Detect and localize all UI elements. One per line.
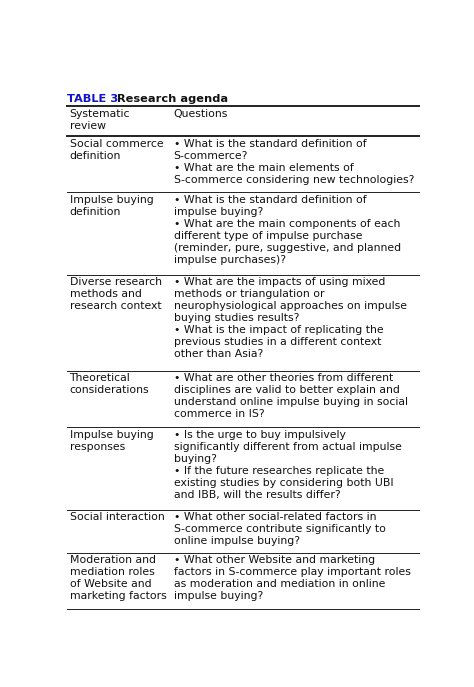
Text: Systematic
review: Systematic review <box>70 109 130 131</box>
Text: Social commerce
definition: Social commerce definition <box>70 139 163 161</box>
Text: Moderation and
mediation roles
of Website and
marketing factors: Moderation and mediation roles of Websit… <box>70 555 166 601</box>
Text: Impulse buying
definition: Impulse buying definition <box>70 194 153 217</box>
Text: • Is the urge to buy impulsively
significantly different from actual impulse
buy: • Is the urge to buy impulsively signifi… <box>173 429 401 499</box>
Text: Theoretical
considerations: Theoretical considerations <box>70 374 149 396</box>
Text: Impulse buying
responses: Impulse buying responses <box>70 429 153 451</box>
Text: • What is the standard definition of
S-commerce?
• What are the main elements of: • What is the standard definition of S-c… <box>173 139 414 185</box>
Text: Diverse research
methods and
research context: Diverse research methods and research co… <box>70 278 162 311</box>
Text: • What are other theories from different
disciplines are valid to better explain: • What are other theories from different… <box>173 374 408 420</box>
Text: Questions: Questions <box>173 109 228 119</box>
Text: • What other social-related factors in
S-commerce contribute significantly to
on: • What other social-related factors in S… <box>173 513 385 546</box>
Text: TABLE 3: TABLE 3 <box>66 94 118 104</box>
Text: • What other Website and marketing
factors in S-commerce play important roles
as: • What other Website and marketing facto… <box>173 555 410 601</box>
Text: Research agenda: Research agenda <box>109 94 228 104</box>
Text: • What are the impacts of using mixed
methods or triangulation or
neurophysiolog: • What are the impacts of using mixed me… <box>173 278 407 359</box>
Text: • What is the standard definition of
impulse buying?
• What are the main compone: • What is the standard definition of imp… <box>173 194 401 264</box>
Text: Social interaction: Social interaction <box>70 513 164 522</box>
